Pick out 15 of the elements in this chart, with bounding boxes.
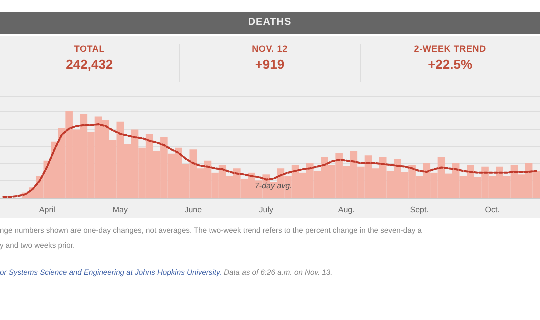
x-tick-label: July xyxy=(259,206,274,214)
x-tick-label: April xyxy=(39,206,56,214)
x-tick-label: Aug. xyxy=(338,206,355,214)
text: NOV. 12 xyxy=(251,44,289,54)
x-tick-label: June xyxy=(184,206,203,214)
text: +919 xyxy=(254,57,286,72)
text: +22.5% xyxy=(427,57,474,72)
chart-title: DEATHS xyxy=(0,12,540,34)
x-tick-label: Sept. xyxy=(410,206,429,214)
x-tick-label: Oct. xyxy=(485,206,500,214)
text: 2-WEEK TREND xyxy=(413,44,488,54)
series-label: 7-day avg. xyxy=(254,181,292,190)
text: 242,432 xyxy=(65,57,114,72)
x-tick-label: May xyxy=(112,206,128,214)
text: TOTAL xyxy=(73,44,106,54)
